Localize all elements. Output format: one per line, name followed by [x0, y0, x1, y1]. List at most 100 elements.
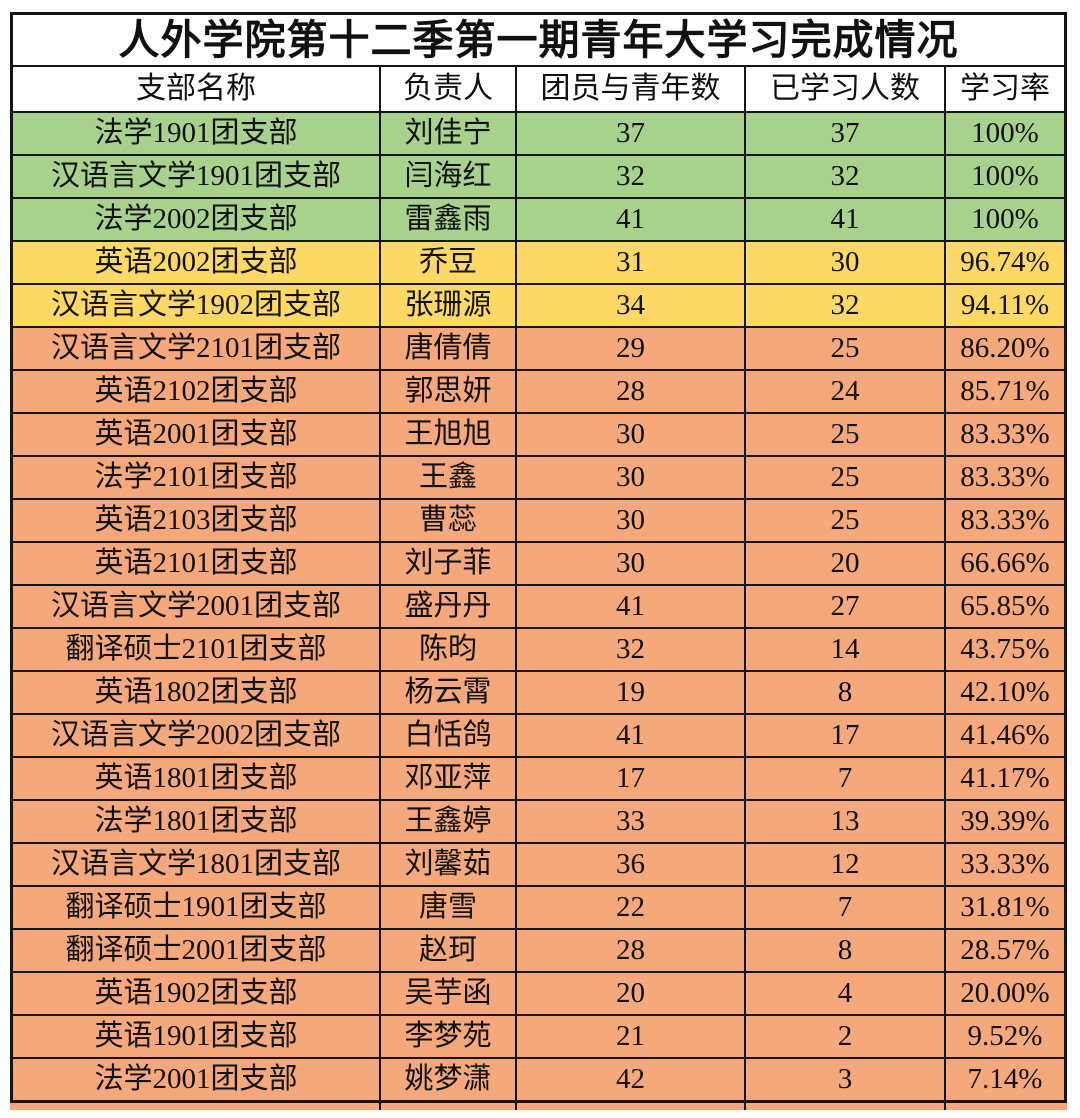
table-row: 汉语言文学1902团支部 张珊源 34 32 94.11% [13, 283, 1064, 326]
table-cell: 刘佳宁 [379, 113, 515, 154]
table-cell: 杨云霄 [379, 672, 515, 713]
table-cell: 8 [744, 930, 944, 971]
table-row: 法学2101团支部 王鑫 30 25 83.33% [13, 455, 1064, 498]
table-cell: 吴芋函 [379, 973, 515, 1014]
table-cell: 33.33% [944, 844, 1064, 885]
table-cell: 37 [744, 113, 944, 154]
table-cell: 30 [515, 500, 744, 541]
table-cell: 24 [744, 371, 944, 412]
table-cell: 86.20% [944, 328, 1064, 369]
table-cell: 汉语言文学1902团支部 [13, 285, 379, 326]
column-header: 学习率 [944, 67, 1064, 111]
table-cell: 28 [515, 371, 744, 412]
table-cell: 41 [515, 586, 744, 627]
table-cell: 汉语言文学2001团支部 [13, 586, 379, 627]
table-cell: 32 [744, 156, 944, 197]
table-cell: 法学1801团支部 [13, 801, 379, 842]
table-cell: 2 [744, 1016, 944, 1057]
table-cell: 张珊源 [379, 285, 515, 326]
column-header: 已学习人数 [744, 67, 944, 111]
table-cell: 42.10% [944, 672, 1064, 713]
table-cell: 30 [515, 543, 744, 584]
table-row: 翻译硕士2101团支部 陈昀 32 14 43.75% [13, 627, 1064, 670]
table-cell: 13 [744, 801, 944, 842]
table-cell: 英语1801团支部 [13, 758, 379, 799]
table-cell: 翻译硕士1901团支部 [13, 887, 379, 928]
table-cell: 25 [744, 414, 944, 455]
table-row: 汉语言文学2101团支部 唐倩倩 29 25 86.20% [13, 326, 1064, 369]
table-row: 汉语言文学2001团支部 盛丹丹 41 27 65.85% [13, 584, 1064, 627]
table-cell: 翻译硕士2001团支部 [13, 930, 379, 971]
table-cell: 刘馨茹 [379, 844, 515, 885]
table-cell: 英语1902团支部 [13, 973, 379, 1014]
table-cell: 法学2002团支部 [13, 199, 379, 240]
table-cell: 赵珂 [379, 930, 515, 971]
table-cell: 20.00% [944, 973, 1064, 1014]
table-row: 法学1801团支部 王鑫婷 33 13 39.39% [13, 799, 1064, 842]
table-row: 翻译硕士2001团支部 赵珂 28 8 28.57% [13, 928, 1064, 971]
table-cell: 白恬鸽 [379, 715, 515, 756]
table-cell: 7.14% [944, 1059, 1064, 1100]
table-cell: 66.66% [944, 543, 1064, 584]
table-cell: 9.52% [944, 1016, 1064, 1057]
table-row: 英语1802团支部 杨云霄 19 8 42.10% [13, 670, 1064, 713]
table-row: 英语2102团支部 郭思妍 28 24 85.71% [13, 369, 1064, 412]
table-cell: 37 [515, 113, 744, 154]
column-header: 支部名称 [136, 72, 256, 105]
table-cell: 汉语言文学1801团支部 [13, 844, 379, 885]
table-cell: 27 [744, 586, 944, 627]
table-cell: 83.33% [944, 457, 1064, 498]
cutoff-cell [744, 1103, 944, 1110]
table-cell: 41.17% [944, 758, 1064, 799]
table-cell: 100% [944, 199, 1064, 240]
table-cell: 65.85% [944, 586, 1064, 627]
table-cell: 25 [744, 328, 944, 369]
table-cell: 41 [515, 715, 744, 756]
table-cell: 8 [744, 672, 944, 713]
table-cell: 唐雪 [379, 887, 515, 928]
table-row: 英语2101团支部 刘子菲 30 20 66.66% [13, 541, 1064, 584]
table-cell: 英语2103团支部 [13, 500, 379, 541]
table-title: 人外学院第十二季第一期青年大学习完成情况 [13, 15, 1064, 65]
table-cell: 28 [515, 930, 744, 971]
table-cell: 李梦苑 [379, 1016, 515, 1057]
table-row: 法学1901团支部 刘佳宁 37 37 100% [13, 111, 1064, 154]
table-cell: 20 [744, 543, 944, 584]
column-header: 团员与青年数 [515, 67, 744, 111]
table-cell: 17 [515, 758, 744, 799]
table-cell: 英语2101团支部 [13, 543, 379, 584]
table-row: 英语2103团支部 曹蕊 30 25 83.33% [13, 498, 1064, 541]
table-cell: 法学1901团支部 [13, 113, 379, 154]
table-cell: 31.81% [944, 887, 1064, 928]
table-cell: 36 [515, 844, 744, 885]
table-cell: 83.33% [944, 414, 1064, 455]
table-cell: 34 [515, 285, 744, 326]
table-cell: 83.33% [944, 500, 1064, 541]
table-cell: 郭思妍 [379, 371, 515, 412]
table-cell: 21 [515, 1016, 744, 1057]
table-row: 翻译硕士1901团支部 唐雪 22 7 31.81% [13, 885, 1064, 928]
table-cell: 30 [515, 414, 744, 455]
cutoff-cell [515, 1103, 744, 1110]
table-cell: 12 [744, 844, 944, 885]
cutoff-cell [379, 1103, 515, 1110]
table-cell: 法学2001团支部 [13, 1059, 379, 1100]
table-cell: 43.75% [944, 629, 1064, 670]
table-row: 汉语言文学2002团支部 白恬鸽 41 17 41.46% [13, 713, 1064, 756]
table-cell: 30 [515, 457, 744, 498]
table-cell: 20 [515, 973, 744, 1014]
table-cell: 陈昀 [379, 629, 515, 670]
table-cell: 31 [515, 242, 744, 283]
cutoff-cell [10, 1103, 379, 1110]
table-cell: 唐倩倩 [379, 328, 515, 369]
table-cell: 英语1802团支部 [13, 672, 379, 713]
column-header: 负责人 [379, 67, 515, 111]
table-cell: 41 [744, 199, 944, 240]
table-cell: 3 [744, 1059, 944, 1100]
table-cell: 33 [515, 801, 744, 842]
table-cell: 汉语言文学2101团支部 [13, 328, 379, 369]
table-cell: 7 [744, 887, 944, 928]
table-row: 英语2002团支部 乔豆 31 30 96.74% [13, 240, 1064, 283]
table-cell: 30 [744, 242, 944, 283]
